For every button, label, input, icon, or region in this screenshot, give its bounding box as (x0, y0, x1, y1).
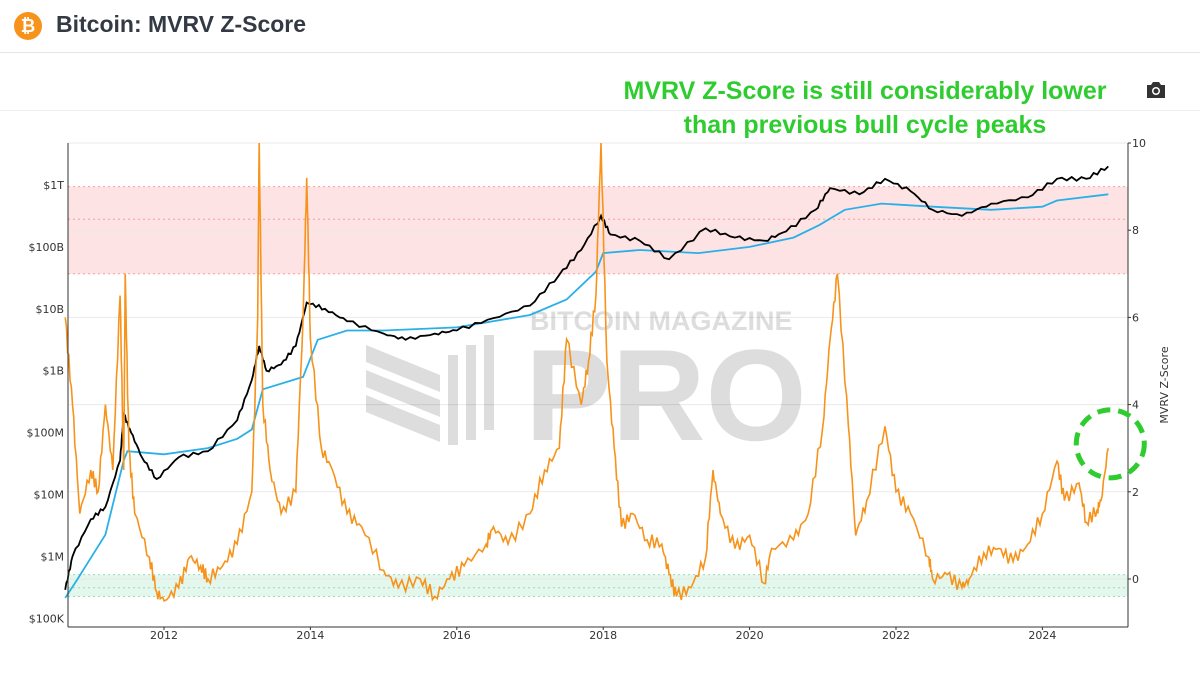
right-tick-label: 2 (1132, 486, 1139, 499)
left-tick-label: $100K (29, 612, 65, 625)
annotation-line-2: than previous bull cycle peaks (683, 111, 1047, 139)
x-tick-label: 2022 (882, 629, 910, 642)
right-tick-label: 10 (1132, 137, 1146, 150)
undervalued-zone (68, 574, 1128, 597)
left-tick-label: $1T (43, 179, 64, 192)
left-tick-label: $10B (35, 303, 64, 316)
header: ₿ Bitcoin: MVRV Z-Score (0, 0, 1200, 53)
bitcoin-icon: ₿ (14, 12, 42, 40)
left-tick-label: $1M (41, 550, 65, 563)
x-tick-label: 2024 (1028, 629, 1056, 642)
left-tick-label: $100B (28, 241, 64, 254)
left-tick-label: $1B (42, 365, 64, 378)
right-tick-label: 0 (1132, 573, 1139, 586)
market_cap-line (64, 165, 1109, 590)
left-tick-label: $100M (27, 427, 65, 440)
page-title: Bitcoin: MVRV Z-Score (56, 11, 307, 37)
x-tick-label: 2018 (589, 629, 617, 642)
right-tick-label: 4 (1132, 399, 1139, 412)
zscore-line (64, 142, 1110, 602)
x-tick-label: 2016 (443, 629, 471, 642)
divider (0, 110, 1200, 111)
annotation: MVRV Z-Score is still considerably lower… (560, 74, 1170, 142)
realized_cap-line (64, 193, 1109, 599)
x-tick-label: 2020 (736, 629, 764, 642)
watermark-pro: PRO (525, 322, 807, 468)
left-tick-label: $10M (34, 489, 65, 502)
camera-icon[interactable] (1145, 80, 1167, 105)
right-tick-label: 8 (1132, 224, 1139, 237)
x-tick-label: 2014 (296, 629, 324, 642)
annotation-line-1: MVRV Z-Score is still considerably lower (623, 77, 1107, 105)
highlight-circle (1073, 407, 1147, 481)
right-axis-title: MVRV Z-Score (1158, 346, 1171, 423)
watermark-logo-icon (366, 335, 494, 445)
x-tick-label: 2012 (150, 629, 178, 642)
right-tick-label: 6 (1132, 311, 1139, 324)
watermark: BITCOIN MAGAZINE PRO (366, 306, 807, 468)
watermark-text: BITCOIN MAGAZINE (530, 306, 793, 336)
